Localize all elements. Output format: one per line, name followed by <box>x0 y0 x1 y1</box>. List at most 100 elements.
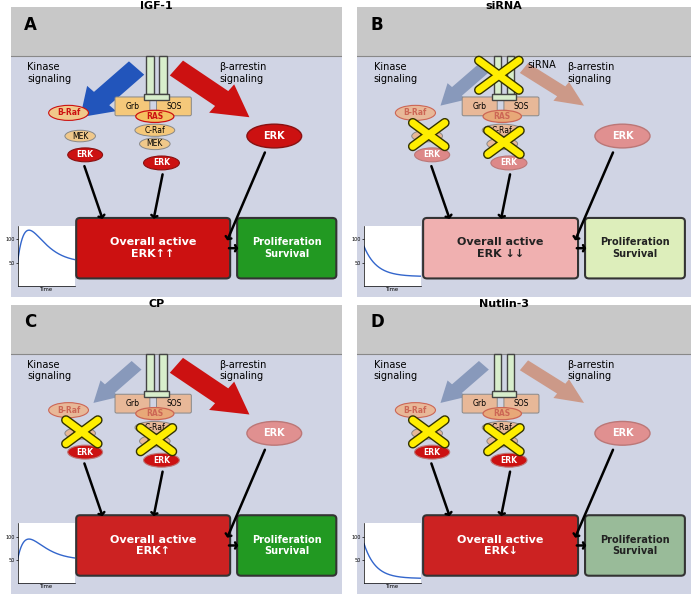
Bar <box>491 391 517 397</box>
Ellipse shape <box>247 124 302 148</box>
Text: ERK: ERK <box>263 428 285 438</box>
Text: siRNA: siRNA <box>486 1 522 11</box>
FancyArrow shape <box>170 358 249 414</box>
Text: C-Raf: C-Raf <box>492 126 512 134</box>
Text: Overall active
ERK ↓↓: Overall active ERK ↓↓ <box>457 238 544 259</box>
FancyArrow shape <box>80 62 144 117</box>
Ellipse shape <box>139 435 170 447</box>
Text: ERK: ERK <box>263 131 285 141</box>
Ellipse shape <box>595 124 650 148</box>
Text: ERK: ERK <box>612 131 634 141</box>
Ellipse shape <box>65 428 95 439</box>
Text: CP: CP <box>148 298 164 309</box>
Bar <box>144 391 169 397</box>
Ellipse shape <box>139 138 170 150</box>
Text: MEK: MEK <box>494 139 510 148</box>
Text: RAS: RAS <box>146 409 163 418</box>
Bar <box>160 57 167 94</box>
Ellipse shape <box>487 435 517 447</box>
Ellipse shape <box>483 408 522 420</box>
FancyBboxPatch shape <box>504 97 539 116</box>
Bar <box>146 354 153 391</box>
Text: ERK: ERK <box>424 447 440 456</box>
Bar <box>350 293 698 354</box>
Bar <box>494 57 501 94</box>
Text: Grb: Grb <box>473 102 486 111</box>
FancyArrow shape <box>94 361 141 403</box>
Text: MEK: MEK <box>494 437 510 446</box>
Ellipse shape <box>68 148 103 162</box>
Text: ERK: ERK <box>77 150 94 159</box>
Text: Proliferation
Survival: Proliferation Survival <box>252 535 321 557</box>
FancyBboxPatch shape <box>115 97 150 116</box>
Text: Overall active
ERK↑: Overall active ERK↑ <box>110 535 197 557</box>
Bar <box>4 293 349 354</box>
X-axis label: Time: Time <box>386 286 399 291</box>
Ellipse shape <box>491 453 527 467</box>
Ellipse shape <box>49 106 88 121</box>
Text: Overall active
ERK↓: Overall active ERK↓ <box>457 535 544 557</box>
Text: RAS: RAS <box>494 112 511 121</box>
Text: RAS: RAS <box>494 409 511 418</box>
Text: ERK: ERK <box>500 159 517 168</box>
Ellipse shape <box>482 124 522 136</box>
Text: Kinase
signaling: Kinase signaling <box>374 62 418 84</box>
Text: Nutlin-3: Nutlin-3 <box>479 298 529 309</box>
FancyBboxPatch shape <box>157 394 191 413</box>
FancyBboxPatch shape <box>157 97 191 116</box>
Bar <box>146 57 153 94</box>
Text: Grb: Grb <box>473 399 486 408</box>
Ellipse shape <box>68 445 103 459</box>
Text: MEK: MEK <box>419 429 435 438</box>
Text: C-Raf: C-Raf <box>144 126 165 134</box>
Text: RAS: RAS <box>146 112 163 121</box>
Text: MEK: MEK <box>146 437 163 446</box>
Text: B-Raf: B-Raf <box>404 109 427 118</box>
Ellipse shape <box>144 453 179 467</box>
FancyBboxPatch shape <box>237 218 336 279</box>
Text: C-Raf: C-Raf <box>144 423 165 432</box>
Text: B: B <box>370 16 383 34</box>
Text: ERK: ERK <box>77 447 94 456</box>
Text: Proliferation
Survival: Proliferation Survival <box>252 238 321 259</box>
FancyBboxPatch shape <box>585 218 685 279</box>
Text: Overall active
ERK↑↑: Overall active ERK↑↑ <box>110 238 197 259</box>
FancyArrow shape <box>440 361 489 403</box>
FancyBboxPatch shape <box>585 515 685 576</box>
Ellipse shape <box>487 138 517 150</box>
Text: ERK: ERK <box>500 456 517 465</box>
Text: β-arrestin
signaling: β-arrestin signaling <box>568 62 615 84</box>
Ellipse shape <box>65 130 95 142</box>
Text: MEK: MEK <box>146 139 163 148</box>
Text: ERK: ERK <box>424 150 440 159</box>
FancyBboxPatch shape <box>76 218 230 279</box>
Ellipse shape <box>595 421 650 445</box>
Text: β-arrestin
signaling: β-arrestin signaling <box>220 62 267 84</box>
Text: ERK: ERK <box>153 456 170 465</box>
Text: Kinase
signaling: Kinase signaling <box>27 359 71 381</box>
Bar <box>491 94 517 100</box>
Text: SOS: SOS <box>167 102 182 111</box>
FancyBboxPatch shape <box>504 394 539 413</box>
FancyBboxPatch shape <box>462 394 497 413</box>
Ellipse shape <box>135 421 175 434</box>
Bar <box>507 354 514 391</box>
FancyBboxPatch shape <box>76 515 230 576</box>
Ellipse shape <box>414 148 449 162</box>
X-axis label: Time: Time <box>40 286 52 291</box>
Ellipse shape <box>49 403 88 418</box>
Text: C-Raf: C-Raf <box>492 423 512 432</box>
Text: D: D <box>370 313 384 331</box>
Text: SOS: SOS <box>167 399 182 408</box>
Bar <box>350 0 698 57</box>
FancyArrow shape <box>520 63 584 106</box>
Bar <box>507 57 514 94</box>
Ellipse shape <box>491 156 527 170</box>
Ellipse shape <box>414 445 449 459</box>
FancyArrow shape <box>170 60 249 117</box>
Text: C: C <box>24 313 36 331</box>
Text: ERK: ERK <box>153 159 170 168</box>
Text: Grb: Grb <box>125 102 139 111</box>
Text: Proliferation
Survival: Proliferation Survival <box>600 238 670 259</box>
Ellipse shape <box>482 421 522 434</box>
